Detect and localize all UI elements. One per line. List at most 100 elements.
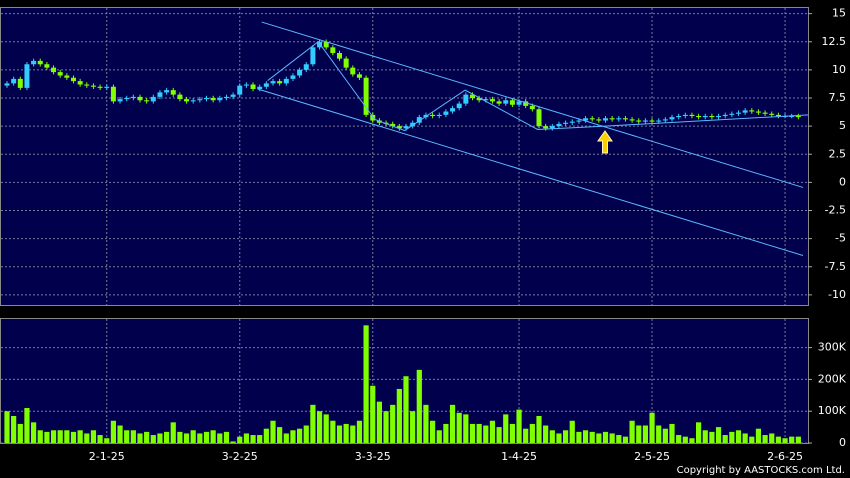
volume-bar	[642, 425, 648, 443]
candle-body	[416, 117, 422, 123]
candle-body	[190, 100, 196, 102]
volume-bar	[303, 425, 309, 443]
candle-body	[583, 118, 589, 121]
candle-body	[51, 67, 57, 73]
y-tick-label: 5	[839, 119, 846, 132]
volume-bar	[217, 433, 223, 443]
volume-bar	[77, 430, 83, 443]
volume-bar	[177, 431, 183, 443]
trend-line	[257, 88, 804, 256]
volume-bar	[383, 411, 389, 443]
volume-bar	[230, 441, 236, 443]
y-tick-label: 200K	[818, 372, 847, 385]
candle-body	[297, 69, 303, 76]
candle-body	[430, 114, 436, 116]
volume-bar	[709, 431, 715, 443]
x-tick-label: 2-5-25	[634, 450, 670, 463]
candle-body	[230, 94, 236, 97]
candle-body	[470, 94, 475, 98]
volume-bar	[263, 428, 269, 443]
volume-bar	[696, 422, 702, 443]
candle-body	[243, 84, 249, 86]
candle-body	[390, 123, 396, 127]
volume-bar	[363, 325, 369, 443]
volume-bar	[343, 423, 349, 443]
volume-bar	[396, 388, 402, 443]
candle-body	[250, 84, 256, 89]
candle-body	[104, 86, 110, 88]
candle-body	[184, 99, 190, 102]
candle-body	[403, 126, 409, 129]
candle-body	[303, 64, 309, 70]
volume-bar	[430, 420, 436, 443]
candle-body	[396, 126, 402, 129]
candle-body	[356, 74, 362, 78]
volume-bar	[602, 431, 609, 443]
y-tick-label: 15	[832, 7, 846, 20]
candle-body	[775, 114, 781, 116]
candle-body	[436, 114, 442, 116]
volume-bar	[84, 433, 90, 443]
candle-body	[24, 64, 30, 88]
candle-body	[536, 109, 542, 127]
candle-body	[755, 111, 761, 113]
candle-body	[270, 81, 276, 84]
volume-bar	[569, 420, 575, 443]
volume-bar	[662, 428, 668, 443]
volume-bar	[676, 435, 682, 443]
volume-bar	[403, 376, 409, 443]
candle-body	[569, 121, 575, 123]
candle-body	[57, 72, 63, 76]
volume-bar	[416, 369, 422, 443]
candle-body	[729, 113, 735, 115]
candle-body	[556, 123, 562, 127]
volume-bar	[297, 428, 303, 443]
volume-bar	[356, 420, 363, 443]
y-tick-label: 300K	[818, 341, 847, 354]
volume-bar	[456, 412, 462, 443]
volume-bar	[523, 428, 529, 443]
candle-body	[523, 101, 529, 106]
volume-bar	[656, 425, 662, 443]
candle-body	[656, 120, 662, 122]
candle-body	[769, 113, 775, 115]
candle-body	[144, 100, 150, 102]
volume-bar	[742, 433, 748, 443]
candle-body	[350, 67, 356, 75]
arrow-annotation	[597, 130, 613, 154]
volume-bar	[44, 431, 50, 443]
candle-body	[689, 114, 695, 116]
candle-body	[177, 94, 183, 100]
volume-bar	[795, 436, 801, 443]
candle-body	[516, 101, 522, 105]
volume-bar	[549, 430, 555, 443]
volume-bar	[283, 433, 289, 443]
candle-body	[130, 96, 136, 98]
trend-line	[267, 41, 809, 132]
candle-body	[204, 98, 209, 100]
volume-bar	[323, 414, 329, 443]
volume-bar	[197, 433, 203, 443]
candle-body	[496, 101, 502, 104]
y-tick-label: 100K	[818, 404, 847, 417]
volume-bar	[609, 433, 615, 443]
candle-body	[463, 94, 469, 104]
x-tick-label: 3-2-25	[222, 450, 258, 463]
candle-body	[616, 118, 622, 120]
x-tick-label: 2-6-25	[767, 450, 803, 463]
candle-body	[622, 118, 628, 120]
volume-bar	[24, 408, 30, 443]
candle-body	[543, 126, 549, 129]
candle-body	[476, 98, 482, 101]
volume-bar	[31, 422, 37, 443]
volume-bar	[735, 430, 742, 443]
candle-body	[277, 81, 283, 84]
candle-body	[17, 78, 23, 88]
volume-bar	[489, 420, 496, 443]
plot-layer: 15 12.5 10 7.5 5 2.5 0 -2.5 -5 -7.5 -10 0 100K 200K 30…	[1, 7, 847, 463]
volume-bar	[210, 430, 216, 443]
volume-bar	[370, 385, 376, 443]
candle-body	[742, 110, 748, 113]
candle-body	[64, 75, 70, 78]
